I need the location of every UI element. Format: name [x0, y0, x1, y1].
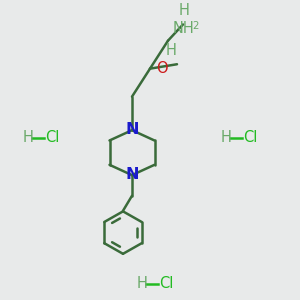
- Text: Cl: Cl: [159, 276, 173, 291]
- Text: NH: NH: [173, 21, 195, 36]
- Text: H: H: [179, 3, 190, 18]
- Text: Cl: Cl: [45, 130, 59, 146]
- Text: 2: 2: [192, 21, 198, 31]
- Text: H: H: [22, 130, 33, 146]
- Text: H: H: [136, 276, 147, 291]
- Text: O: O: [156, 61, 168, 76]
- Text: H: H: [166, 43, 176, 58]
- Text: N: N: [125, 167, 139, 182]
- Text: H: H: [220, 130, 231, 146]
- Text: Cl: Cl: [243, 130, 257, 146]
- Text: N: N: [125, 122, 139, 137]
